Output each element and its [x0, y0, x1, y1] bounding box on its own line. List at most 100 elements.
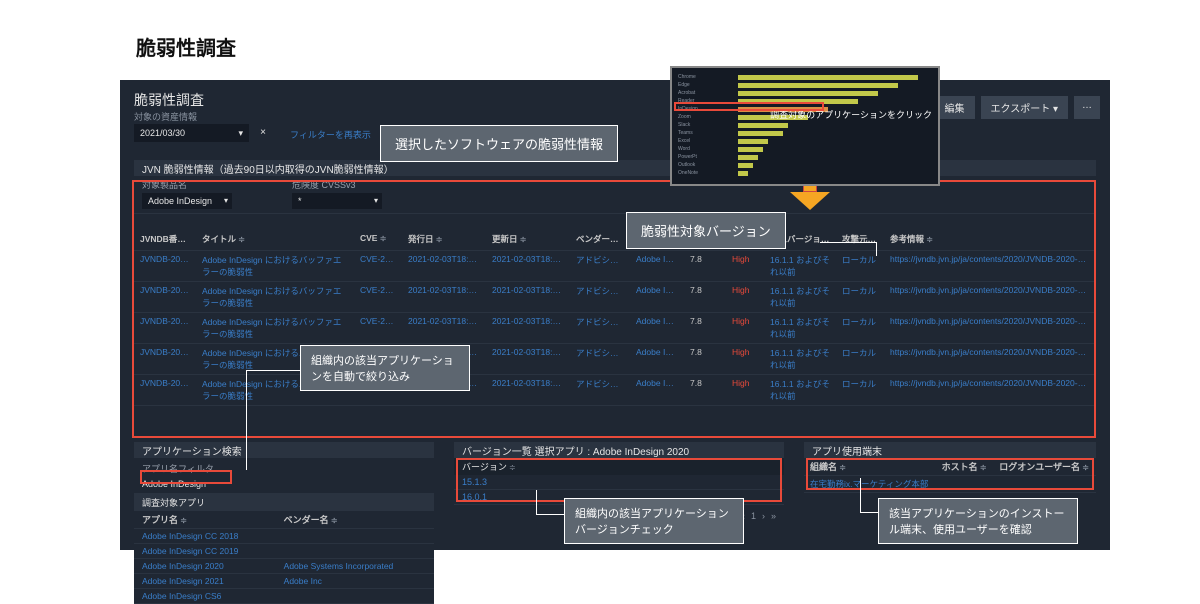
edit-button[interactable]: 編集: [935, 96, 975, 119]
table-cell: [936, 476, 994, 493]
table-cell: Adobe InDesign: [630, 374, 684, 405]
filter-link[interactable]: フィルターを再表示: [290, 128, 371, 141]
inset-bar-row[interactable]: Reader: [678, 98, 932, 104]
page-heading: 脆弱性調査: [136, 32, 236, 61]
table-cell: https://jvndb.jvn.jp/ja/contents/2020/JV…: [884, 312, 1096, 343]
inset-bar-label: PowerPt: [678, 154, 734, 160]
app-col[interactable]: ベンダー名: [276, 511, 434, 529]
table-row[interactable]: Adobe InDesign 2020Adobe Systems Incorpo…: [134, 559, 434, 574]
table-row[interactable]: Adobe InDesign CC 2019: [134, 544, 434, 559]
inset-bar-row[interactable]: Edge: [678, 82, 932, 88]
inset-bar-row[interactable]: PowerPt: [678, 154, 932, 160]
inset-bar-row[interactable]: Chrome: [678, 74, 932, 80]
table-cell: Adobe InDesign CC 2018: [134, 529, 276, 544]
table-cell: 2021-02-03T18:06:44+09:00: [486, 250, 570, 281]
table-cell: CVE-2020-9730: [354, 281, 402, 312]
jvn-col[interactable]: ベンダー名: [570, 230, 630, 250]
connector-line: [246, 370, 300, 371]
inset-bar-row[interactable]: Outlook: [678, 162, 932, 168]
jvn-section-title: JVN 脆弱性情報（過去90日以内取得のJVN脆弱性情報）: [134, 160, 1096, 176]
connector-line: [246, 370, 247, 470]
inset-bar-label: Reader: [678, 98, 734, 104]
inset-bar-label: Word: [678, 146, 734, 152]
table-cell: Adobe InDesign におけるバッファエラーの脆弱性: [196, 250, 354, 281]
table-row[interactable]: Adobe InDesign CC 2018: [134, 529, 434, 544]
table-row[interactable]: JVNDB-2020-010770Adobe InDesign におけるバッファ…: [134, 374, 1096, 405]
connector-line: [876, 242, 877, 256]
table-cell: [993, 476, 1096, 493]
inset-bar: [738, 155, 758, 160]
inset-bar: [738, 75, 918, 80]
table-cell: 2021-02-03T18:06:42+09:00: [486, 312, 570, 343]
table-cell: アドビシステムズ: [570, 374, 630, 405]
pager-button[interactable]: 1: [751, 511, 756, 521]
jvn-product-select[interactable]: Adobe InDesign ▾: [142, 193, 232, 209]
table-cell: ローカル: [836, 281, 884, 312]
table-cell: ローカル: [836, 312, 884, 343]
callout-version-check: 組織内の該当アプリケーションバージョンチェック: [564, 498, 744, 544]
pager-button[interactable]: »: [771, 511, 776, 521]
inset-bar-row[interactable]: Acrobat: [678, 90, 932, 96]
version-panel-title: バージョン一覧 選択アプリ : Adobe InDesign 2020: [454, 442, 784, 458]
table-cell: Adobe Inc: [276, 574, 434, 589]
clear-filter-button[interactable]: ×: [254, 124, 272, 142]
table-cell: Adobe InDesign 2021: [134, 574, 276, 589]
date-filter[interactable]: 2021/03/30 ▾: [134, 124, 249, 142]
table-cell: Adobe InDesign CC 2019: [134, 544, 276, 559]
app-col[interactable]: アプリ名: [134, 511, 276, 529]
more-button[interactable]: …: [1074, 96, 1100, 119]
table-cell: CVE-2020-9729: [354, 312, 402, 343]
jvn-col[interactable]: 更新日: [486, 230, 570, 250]
jvn-col[interactable]: 参考情報: [884, 230, 1096, 250]
inset-bar: [738, 91, 878, 96]
jvn-product-value: Adobe InDesign: [148, 196, 212, 206]
table-cell: [276, 544, 434, 559]
table-cell: Adobe InDesign: [630, 312, 684, 343]
install-col[interactable]: 組織名: [804, 458, 936, 476]
table-row[interactable]: 在宅勤務ix.マーケティング本部: [804, 476, 1096, 493]
inset-bar-row[interactable]: OneNote: [678, 170, 932, 176]
table-cell: 7.8: [684, 343, 726, 374]
table-row[interactable]: JVNDB-2020-010774Adobe InDesign におけるバッファ…: [134, 250, 1096, 281]
app-filter-value[interactable]: Adobe InDesign: [134, 477, 434, 494]
inset-bar: [738, 163, 753, 168]
table-cell: Adobe InDesign: [630, 343, 684, 374]
jvn-col[interactable]: JVNDB番号: [134, 230, 196, 250]
callout-selected-software: 選択したソフトウェアの脆弱性情報: [380, 125, 618, 162]
dashboard-title: 脆弱性調査: [134, 90, 204, 110]
table-cell: CVE-2020-9731: [354, 250, 402, 281]
table-row[interactable]: JVNDB-2020-010772Adobe InDesign におけるバッファ…: [134, 312, 1096, 343]
pager-button[interactable]: ›: [762, 511, 765, 521]
install-col[interactable]: ログオンユーザー名: [993, 458, 1096, 476]
table-row[interactable]: JVNDB-2020-010773Adobe InDesign におけるバッファ…: [134, 281, 1096, 312]
table-cell: Adobe InDesign: [630, 250, 684, 281]
jvn-col[interactable]: CVE: [354, 230, 402, 250]
table-cell: 2021-02-03T18:06:40+09:00: [486, 374, 570, 405]
table-cell: https://jvndb.jvn.jp/ja/contents/2020/JV…: [884, 374, 1096, 405]
export-button[interactable]: エクスポート ▾: [981, 96, 1069, 119]
jvn-col[interactable]: タイトル: [196, 230, 354, 250]
jvn-severity-select[interactable]: * ▾: [292, 193, 382, 209]
inset-bar-label: Excel: [678, 138, 734, 144]
table-cell: 16.1.1 およびそれ以前: [764, 281, 836, 312]
inset-bar: [738, 99, 858, 104]
table-row[interactable]: Adobe InDesign 2021Adobe Inc: [134, 574, 434, 589]
table-row[interactable]: Adobe InDesign CS6: [134, 589, 434, 604]
inset-bar-label: Edge: [678, 82, 734, 88]
chevron-down-icon: ▾: [238, 128, 243, 139]
inset-bar-row[interactable]: Slack: [678, 122, 932, 128]
version-col[interactable]: バージョン: [454, 458, 784, 475]
install-col[interactable]: ホスト名: [936, 458, 994, 476]
table-cell: https://jvndb.jvn.jp/ja/contents/2020/JV…: [884, 343, 1096, 374]
table-cell: [276, 529, 434, 544]
inset-bar-row[interactable]: Word: [678, 146, 932, 152]
table-cell: High: [726, 281, 764, 312]
inset-bar-row[interactable]: Teams: [678, 130, 932, 136]
inset-bar-row[interactable]: Excel: [678, 138, 932, 144]
table-cell: https://jvndb.jvn.jp/ja/contents/2020/JV…: [884, 250, 1096, 281]
version-panel: バージョン一覧 選択アプリ : Adobe InDesign 2020 バージョ…: [454, 442, 784, 505]
table-cell: 7.8: [684, 250, 726, 281]
jvn-table: JVNDB番号タイトルCVE発行日更新日ベンダー名対象製品名CVSSv3危険度対…: [134, 230, 1096, 406]
version-row[interactable]: 15.1.3: [454, 475, 784, 490]
jvn-col[interactable]: 発行日: [402, 230, 486, 250]
